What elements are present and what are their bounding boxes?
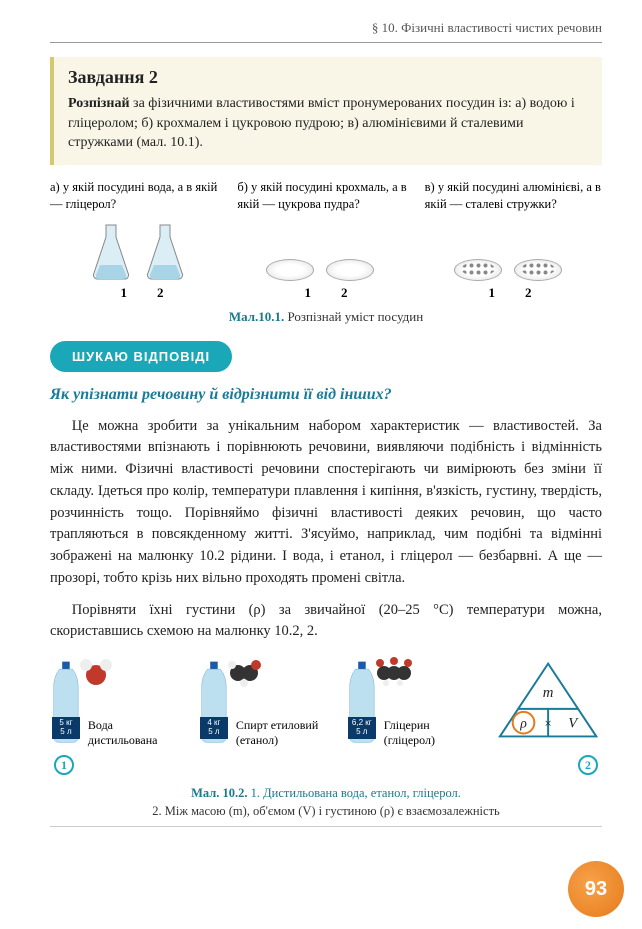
circle-num-1: 1 xyxy=(54,755,74,775)
fig1-text: Розпізнай уміст посудин xyxy=(288,309,424,324)
figure-2-caption: Мал. 10.2. 1. Дистильована вода, етанол,… xyxy=(50,785,602,827)
question-a: а) у якій посудині вода, а в якій — гліц… xyxy=(50,179,227,213)
paragraph-2: Порівняти їхні густини (ρ) за звичайної … xyxy=(50,600,602,644)
question-b-text: у якій посудині крохмаль, а в якій — цук… xyxy=(237,180,406,211)
bottle-group-1: 5 кг 5 л Вода дистильована xyxy=(50,657,178,747)
vessel-numbers-row: 1 2 1 2 1 2 xyxy=(50,285,602,301)
question-b: б) у якій посудині крохмаль, а в якій — … xyxy=(237,179,414,213)
dish-icon xyxy=(326,259,374,281)
bottle-label-1: Вода дистильована xyxy=(88,718,178,747)
task-text: за фізичними властивостями вміст пронуме… xyxy=(68,96,575,150)
vessel-num: 2 xyxy=(157,285,164,301)
vessel-num: 2 xyxy=(525,285,532,301)
molecule-icon xyxy=(76,653,116,689)
vessel-num: 1 xyxy=(121,285,128,301)
vessel-num: 2 xyxy=(341,285,348,301)
bottle-icon: 5 кг 5 л xyxy=(50,657,82,747)
section-header: § 10. Фізичні властивості чистих речовин xyxy=(50,20,602,43)
metal-dish-icon xyxy=(454,259,502,281)
bottle-group-3: 6,2 кг 5 л Гліцерин (гліцерол) xyxy=(346,657,474,747)
bottle-group-2: 4 кг 5 л Спирт етиловий (етанол) xyxy=(198,657,326,747)
bottle-label-2: Спирт етиловий (етанол) xyxy=(236,718,326,747)
vessels-row xyxy=(50,221,602,281)
metal-dish-group xyxy=(454,259,562,281)
task-box: Завдання 2 Розпізнай за фізичними власти… xyxy=(50,57,602,165)
circle-num-2: 2 xyxy=(578,755,598,775)
metal-dish-icon xyxy=(514,259,562,281)
task-title: Завдання 2 xyxy=(68,67,588,88)
fig2-line1: 1. Дистильована вода, етанол, гліцерол. xyxy=(251,786,461,800)
bottle-vol: 5 л xyxy=(348,728,376,737)
vessel-num: 1 xyxy=(489,285,496,301)
molecule-icon xyxy=(372,653,412,689)
density-triangle: m ρ × V xyxy=(494,657,602,747)
dish-group xyxy=(266,259,374,281)
bottle-badge: 4 кг 5 л xyxy=(200,717,228,739)
bottles-row: 5 кг 5 л Вода дистильована 4 кг 5 л Спир… xyxy=(50,657,602,747)
question-c-label: в) xyxy=(425,180,435,194)
tri-left: ρ xyxy=(519,716,527,731)
question-a-text: у якій посудині вода, а в якій — гліцеро… xyxy=(50,180,217,211)
page-number: 93 xyxy=(568,861,624,917)
tri-mid: × xyxy=(544,717,551,731)
flask-icon xyxy=(144,221,186,281)
bottle-icon: 6,2 кг 5 л xyxy=(346,657,378,747)
flask-icon xyxy=(90,221,132,281)
subheading: Як упізнати речовину й відрізнити її від… xyxy=(50,386,602,404)
fig2-line2: 2. Між масою (m), об'ємом (V) і густиною… xyxy=(152,804,500,818)
bottle-label-3: Гліцерин (гліцерол) xyxy=(384,718,474,747)
question-c-text: у якій посудині алюмінієві, а в якій — с… xyxy=(425,180,601,211)
question-a-label: а) xyxy=(50,180,60,194)
figure-1-caption: Мал.10.1. Розпізнай уміст посудин xyxy=(50,309,602,325)
tri-right: V xyxy=(568,716,579,732)
bottle-vol: 5 л xyxy=(52,728,80,737)
fig2-label: Мал. 10.2. xyxy=(191,786,247,800)
bottle-badge: 6,2 кг 5 л xyxy=(348,717,376,739)
tri-top: m xyxy=(543,685,554,701)
paragraph-1: Це можна зробити за унікальним набором х… xyxy=(50,416,602,590)
section-pill: ШУКАЮ ВІДПОВІДІ xyxy=(50,341,232,372)
question-c: в) у якій посудині алюмінієві, а в якій … xyxy=(425,179,602,213)
molecule-icon xyxy=(224,653,264,689)
circle-numbers-row: 1 2 xyxy=(50,755,602,775)
questions-row: а) у якій посудині вода, а в якій — гліц… xyxy=(50,179,602,213)
bottle-icon: 4 кг 5 л xyxy=(198,657,230,747)
vessel-num: 1 xyxy=(305,285,312,301)
task-body: Розпізнай за фізичними властивостями вмі… xyxy=(68,94,588,153)
dish-icon xyxy=(266,259,314,281)
bottle-vol: 5 л xyxy=(200,728,228,737)
question-b-label: б) xyxy=(237,180,248,194)
fig1-label: Мал.10.1. xyxy=(229,309,284,324)
bottle-badge: 5 кг 5 л xyxy=(52,717,80,739)
flask-group xyxy=(90,221,186,281)
task-lead: Розпізнай xyxy=(68,96,130,111)
